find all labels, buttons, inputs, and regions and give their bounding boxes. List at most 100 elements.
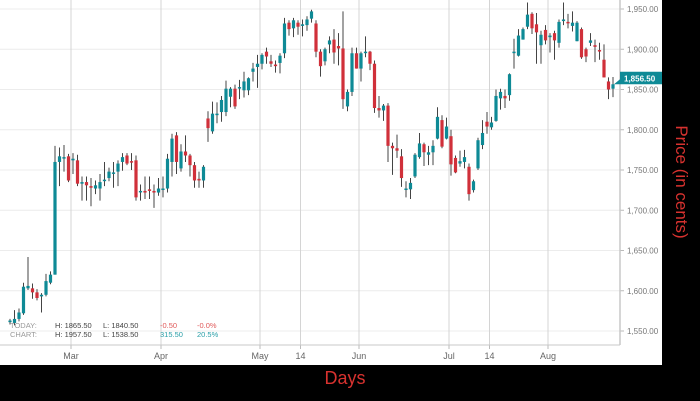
candle — [242, 71, 246, 98]
candle — [332, 29, 336, 64]
candle — [561, 2, 566, 26]
candle — [53, 145, 57, 275]
candle-body — [440, 120, 444, 147]
candle — [147, 176, 152, 199]
candle — [219, 95, 224, 122]
candle — [507, 73, 512, 101]
candle — [368, 50, 372, 71]
candle — [228, 87, 233, 108]
candle — [197, 171, 201, 188]
candle-body — [260, 54, 264, 64]
candle — [215, 102, 219, 124]
candle-body — [174, 135, 179, 162]
candle-body — [116, 163, 120, 172]
candle — [462, 149, 467, 169]
candle — [246, 77, 251, 96]
candle-body — [408, 182, 413, 190]
y-tick-label: 1,950.00 — [627, 5, 659, 14]
y-tick-label: 1,550.00 — [627, 327, 659, 336]
candle-body — [372, 63, 377, 109]
candle — [584, 47, 588, 63]
summary-today-label: TODAY: — [10, 321, 37, 330]
candle-body — [197, 178, 201, 181]
candle-body — [543, 29, 548, 41]
x-tick-label: Jul — [443, 351, 455, 361]
candle-body — [89, 186, 93, 188]
candle — [120, 153, 125, 171]
candle — [287, 20, 291, 36]
candle-body — [143, 190, 147, 193]
plot-area: 1,550.00 1,600.00 1,650.00 1,700.00 1,750.00… — [0, 0, 662, 365]
candle — [21, 282, 26, 315]
candle — [300, 19, 305, 37]
candle-body — [30, 288, 35, 293]
candle-body — [498, 91, 503, 99]
candle — [71, 153, 75, 175]
candle-body — [228, 88, 233, 97]
candle-body — [350, 53, 354, 92]
candle — [179, 144, 183, 172]
candle-body — [399, 156, 404, 179]
y-tick-label: 1,900.00 — [627, 45, 659, 54]
candle — [354, 47, 359, 69]
candle — [39, 293, 44, 313]
candle — [165, 153, 170, 193]
candle-body — [39, 294, 44, 297]
candle-body — [273, 64, 278, 67]
candle — [404, 181, 408, 198]
candle-body — [561, 19, 566, 22]
candle-body — [201, 166, 206, 181]
candle-body — [588, 40, 593, 43]
candle-body — [35, 292, 39, 298]
candle-body — [242, 81, 246, 91]
candle — [224, 80, 228, 117]
summary-chart-change: 315.50 — [160, 330, 183, 339]
candle-body — [507, 74, 512, 96]
candle-body — [80, 182, 84, 184]
y-tick-label: 1,600.00 — [627, 287, 659, 296]
candle-body — [152, 190, 156, 193]
candle-body — [575, 22, 579, 42]
current-price-label: 1,856.50 — [624, 74, 656, 83]
candle — [134, 155, 138, 201]
x-tick-label: Jun — [352, 351, 367, 361]
candle-body — [534, 24, 539, 33]
candle-body — [138, 190, 143, 193]
candle-body — [156, 188, 161, 193]
candle — [84, 176, 89, 201]
candle — [138, 184, 143, 201]
candle — [152, 184, 156, 208]
summary-today-low: L: 1840.50 — [103, 321, 138, 330]
candle — [503, 89, 507, 109]
candle-body — [84, 182, 89, 186]
candle-body — [593, 45, 597, 47]
candle-body — [431, 145, 435, 153]
candle — [516, 29, 521, 57]
candle-body — [44, 281, 48, 295]
candle — [296, 20, 300, 35]
candle-body — [462, 157, 467, 162]
candle — [453, 155, 458, 174]
candle — [8, 318, 12, 325]
candle-body — [111, 172, 116, 174]
candle-body — [494, 95, 498, 121]
candle — [278, 53, 282, 74]
candle-body — [129, 161, 134, 163]
candle — [480, 120, 485, 150]
candle — [611, 77, 615, 98]
x-tick-label: 14 — [484, 351, 494, 361]
candle-body — [237, 87, 242, 89]
candle — [192, 161, 197, 188]
candle — [102, 161, 107, 187]
x-tick-label: 14 — [295, 351, 305, 361]
candle — [341, 11, 345, 109]
summary-today-change-pct: -0.0% — [197, 321, 217, 330]
candle — [206, 111, 210, 142]
candle-body — [165, 158, 170, 189]
candle-body — [395, 148, 399, 151]
candle-body — [251, 68, 255, 72]
candle — [543, 25, 548, 45]
summary-chart-high: H: 1957.50 — [55, 330, 92, 339]
candle — [318, 49, 323, 77]
